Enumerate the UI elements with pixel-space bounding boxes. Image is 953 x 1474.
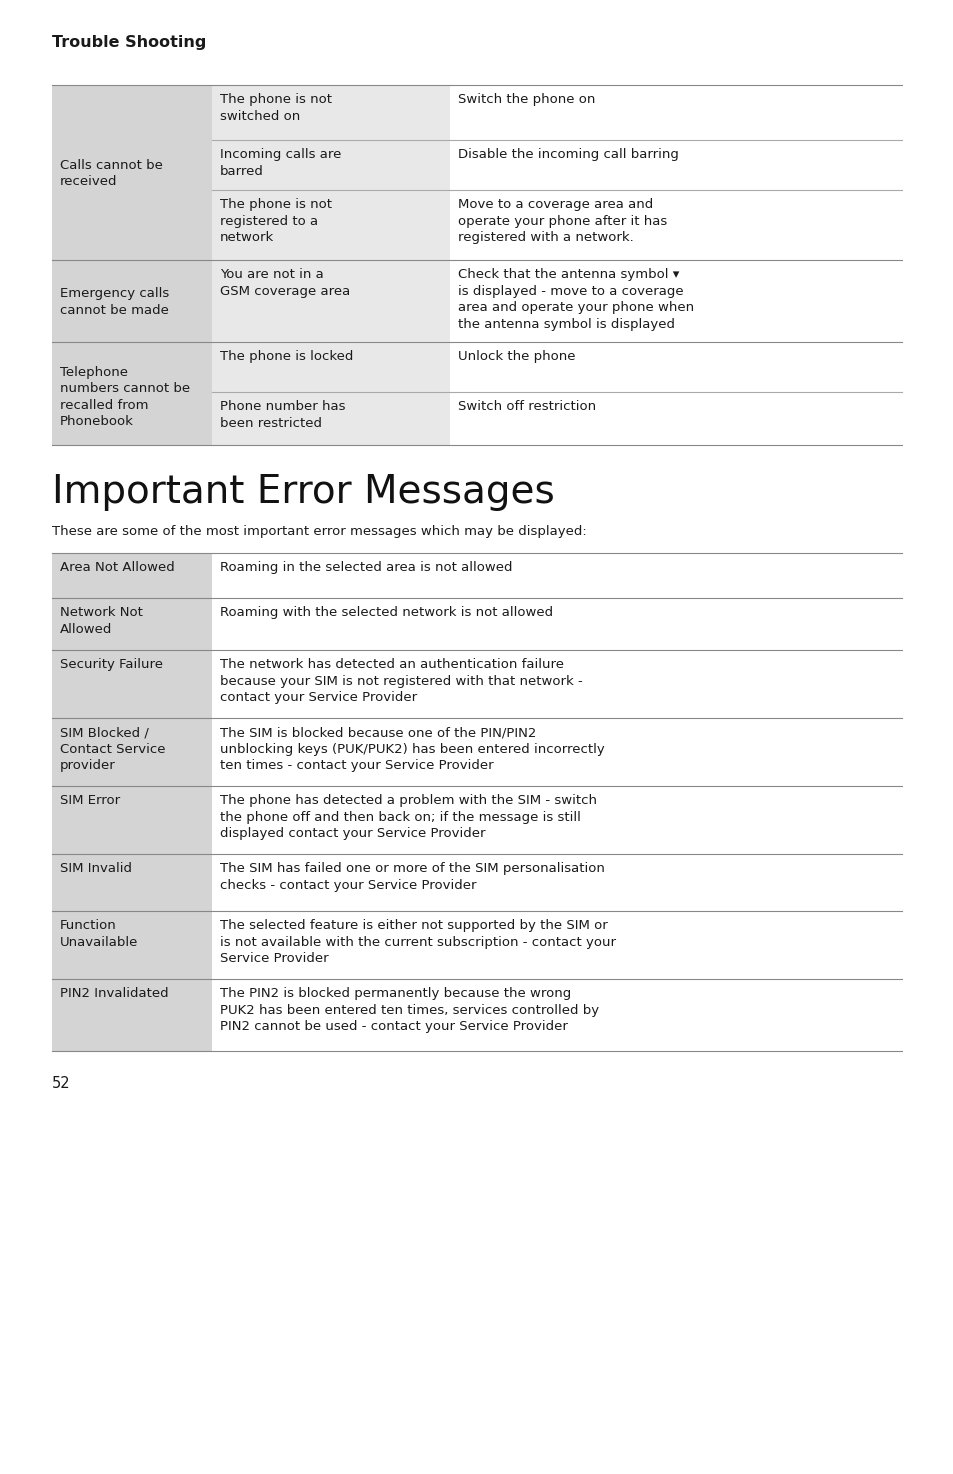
Text: Move to a coverage area and
operate your phone after it has
registered with a ne: Move to a coverage area and operate your… bbox=[457, 198, 666, 245]
Text: Incoming calls are
barred: Incoming calls are barred bbox=[220, 147, 341, 177]
Text: Security Failure: Security Failure bbox=[60, 657, 163, 671]
Text: Roaming in the selected area is not allowed: Roaming in the selected area is not allo… bbox=[220, 562, 512, 573]
Text: Roaming with the selected network is not allowed: Roaming with the selected network is not… bbox=[220, 606, 553, 619]
Bar bbox=[212, 786, 901, 853]
Text: SIM Blocked /
Contact Service
provider: SIM Blocked / Contact Service provider bbox=[60, 727, 165, 772]
Bar bbox=[450, 342, 901, 392]
Bar bbox=[52, 140, 212, 190]
Text: Phone number has
been restricted: Phone number has been restricted bbox=[220, 399, 345, 429]
Bar bbox=[212, 85, 450, 140]
Bar bbox=[52, 786, 212, 853]
Text: Network Not
Allowed: Network Not Allowed bbox=[60, 606, 143, 635]
Bar bbox=[212, 911, 901, 979]
Bar bbox=[212, 190, 450, 259]
Text: Unlock the phone: Unlock the phone bbox=[457, 349, 575, 363]
Bar bbox=[52, 259, 212, 342]
Bar bbox=[52, 979, 212, 1051]
Text: These are some of the most important error messages which may be displayed:: These are some of the most important err… bbox=[52, 525, 586, 538]
Text: SIM Error: SIM Error bbox=[60, 794, 120, 806]
Bar bbox=[212, 650, 901, 718]
Bar bbox=[450, 85, 901, 140]
Bar bbox=[212, 979, 901, 1051]
Bar bbox=[450, 140, 901, 190]
Bar bbox=[212, 392, 450, 445]
Bar bbox=[450, 259, 901, 342]
Bar bbox=[212, 342, 450, 392]
Bar bbox=[52, 718, 212, 786]
Text: Emergency calls
cannot be made: Emergency calls cannot be made bbox=[60, 287, 169, 317]
Bar bbox=[52, 190, 212, 259]
Text: Area Not Allowed: Area Not Allowed bbox=[60, 562, 174, 573]
Bar bbox=[52, 553, 212, 598]
Bar bbox=[52, 342, 212, 392]
Bar bbox=[212, 598, 901, 650]
Bar bbox=[450, 190, 901, 259]
Text: The PIN2 is blocked permanently because the wrong
PUK2 has been entered ten time: The PIN2 is blocked permanently because … bbox=[220, 988, 598, 1033]
Bar bbox=[212, 853, 901, 911]
Text: Check that the antenna symbol ▾
is displayed - move to a coverage
area and opera: Check that the antenna symbol ▾ is displ… bbox=[457, 268, 694, 330]
Bar bbox=[52, 598, 212, 650]
Text: The SIM has failed one or more of the SIM personalisation
checks - contact your : The SIM has failed one or more of the SI… bbox=[220, 862, 604, 892]
Text: The phone is not
registered to a
network: The phone is not registered to a network bbox=[220, 198, 332, 245]
Text: Switch off restriction: Switch off restriction bbox=[457, 399, 596, 413]
Bar bbox=[212, 259, 450, 342]
Text: Disable the incoming call barring: Disable the incoming call barring bbox=[457, 147, 679, 161]
Bar bbox=[52, 911, 212, 979]
Text: Telephone
numbers cannot be
recalled from
Phonebook: Telephone numbers cannot be recalled fro… bbox=[60, 366, 190, 427]
Text: Important Error Messages: Important Error Messages bbox=[52, 473, 554, 511]
Text: The phone is not
switched on: The phone is not switched on bbox=[220, 93, 332, 122]
Bar bbox=[212, 553, 901, 598]
Text: The network has detected an authentication failure
because your SIM is not regis: The network has detected an authenticati… bbox=[220, 657, 582, 705]
Text: The phone has detected a problem with the SIM - switch
the phone off and then ba: The phone has detected a problem with th… bbox=[220, 794, 597, 840]
Text: 52: 52 bbox=[52, 1076, 71, 1091]
Text: Switch the phone on: Switch the phone on bbox=[457, 93, 595, 106]
Bar bbox=[52, 650, 212, 718]
Bar bbox=[450, 392, 901, 445]
Bar bbox=[52, 85, 212, 140]
Bar bbox=[212, 140, 450, 190]
Text: Calls cannot be
received: Calls cannot be received bbox=[60, 159, 163, 189]
Text: Trouble Shooting: Trouble Shooting bbox=[52, 35, 206, 50]
Bar bbox=[52, 392, 212, 445]
Text: SIM Invalid: SIM Invalid bbox=[60, 862, 132, 876]
Text: PIN2 Invalidated: PIN2 Invalidated bbox=[60, 988, 169, 999]
Bar bbox=[212, 718, 901, 786]
Text: The SIM is blocked because one of the PIN/PIN2
unblocking keys (PUK/PUK2) has be: The SIM is blocked because one of the PI… bbox=[220, 727, 604, 772]
Text: Function
Unavailable: Function Unavailable bbox=[60, 918, 138, 948]
Text: The selected feature is either not supported by the SIM or
is not available with: The selected feature is either not suppo… bbox=[220, 918, 616, 965]
Text: You are not in a
GSM coverage area: You are not in a GSM coverage area bbox=[220, 268, 350, 298]
Bar bbox=[52, 853, 212, 911]
Text: The phone is locked: The phone is locked bbox=[220, 349, 353, 363]
